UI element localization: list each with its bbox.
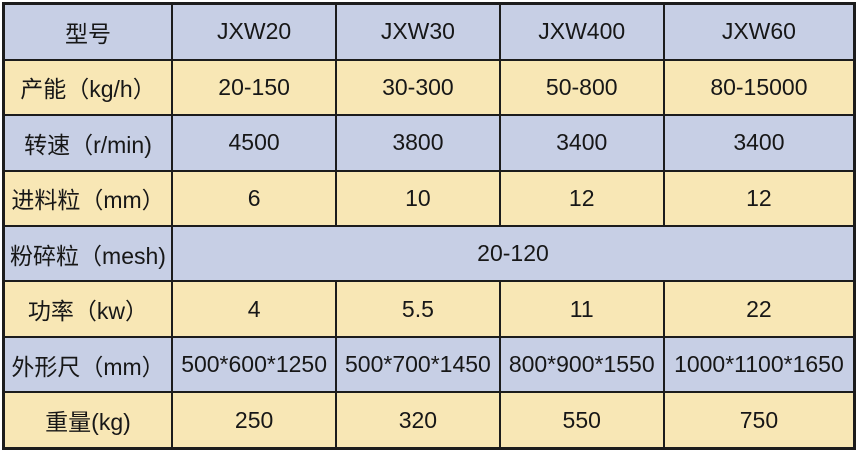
row-label: 外形尺（mm） [2,335,173,394]
spec-value-cell: 20-150 [170,58,338,117]
spec-value-cell: 22 [662,280,856,338]
row-label: 转速（r/min) [2,114,173,172]
table-row-feed-size: 进料粒（mm） 6 10 12 12 [2,169,856,227]
spec-value-cell: 5.5 [335,280,501,338]
spec-value-cell: 11 [498,280,665,338]
row-label: 重量(kg) [2,391,173,450]
table-row-weight: 重量(kg) 250 320 550 750 [2,391,856,450]
spec-value-cell: 12 [662,169,856,227]
spec-value-cell: 4 [170,280,338,338]
spec-value-cell: 750 [662,391,856,450]
spec-value-cell: 320 [335,391,501,450]
row-label: 产能（kg/h） [2,58,173,117]
model-column-header: JXW400 [498,2,665,61]
row-label: 进料粒（mm） [2,169,173,227]
row-label: 粉碎粒（mesh) [2,224,173,283]
spec-value-cell: 6 [170,169,338,227]
spec-value-cell: 50-800 [498,58,665,117]
model-column-header: JXW20 [170,2,338,61]
spec-value-cell: 250 [170,391,338,450]
spec-value-cell: 3800 [335,114,501,172]
table-row-dimensions: 外形尺（mm） 500*600*1250 500*700*1450 800*90… [2,335,856,394]
spec-value-cell: 3400 [662,114,856,172]
table-row-speed: 转速（r/min) 4500 3800 3400 3400 [2,114,856,172]
spec-value-cell: 1000*1100*1650 [662,335,856,394]
spec-value-cell: 12 [498,169,665,227]
table-row-crush-size: 粉碎粒（mesh) 20-120 [2,224,856,283]
table-row-capacity: 产能（kg/h） 20-150 30-300 50-800 80-15000 [2,58,856,117]
table-header-row: 型号 JXW20 JXW30 JXW400 JXW60 [2,2,856,61]
model-column-header: JXW60 [662,2,856,61]
spec-value-cell: 30-300 [335,58,501,117]
spec-value-cell: 800*900*1550 [498,335,665,394]
spec-value-cell-merged: 20-120 [170,224,856,283]
model-column-header: JXW30 [335,2,501,61]
table-row-power: 功率（kw） 4 5.5 11 22 [2,280,856,338]
row-label-header: 型号 [2,2,173,61]
spec-value-cell: 3400 [498,114,665,172]
spec-value-cell: 550 [498,391,665,450]
spec-value-cell: 4500 [170,114,338,172]
spec-value-cell: 500*700*1450 [335,335,501,394]
row-label: 功率（kw） [2,280,173,338]
spec-value-cell: 10 [335,169,501,227]
spec-value-cell: 500*600*1250 [170,335,338,394]
spec-value-cell: 80-15000 [662,58,856,117]
